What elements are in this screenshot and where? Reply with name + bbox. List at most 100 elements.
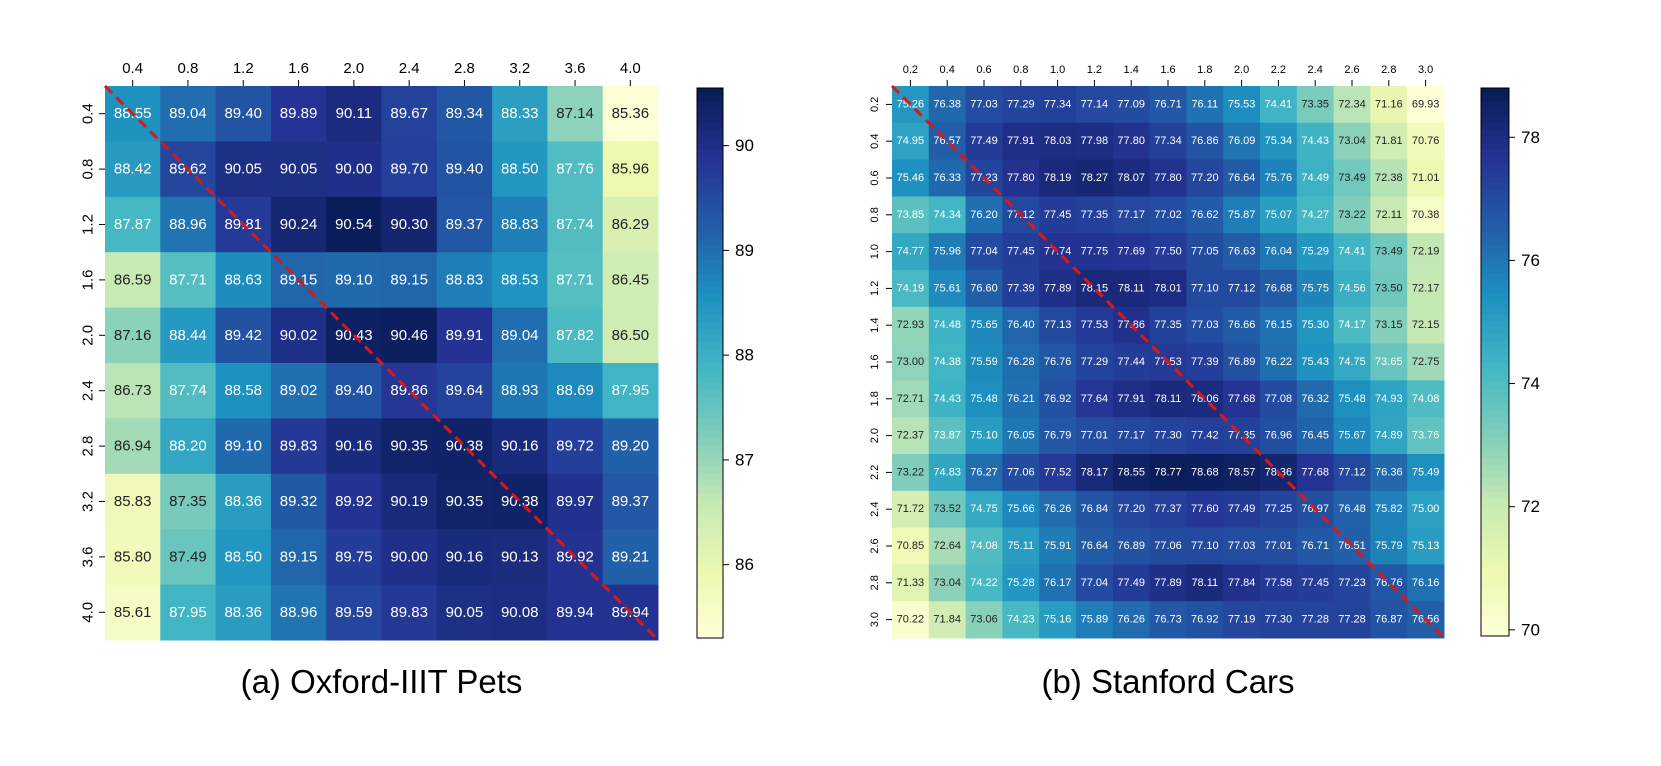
cell-value-label: 90.24 [280,216,318,233]
heatmap-cell [1076,306,1114,345]
cell-value-label: 76.27 [970,466,998,478]
heatmap-cell [547,86,604,142]
colorbar-segment [1481,252,1509,260]
heatmap-cell [160,473,217,530]
cell-value-label: 86.59 [114,271,152,288]
x-tick-label: 1.2 [233,60,254,77]
cell-value-label: 89.32 [280,493,318,510]
heatmap-cell [1370,601,1408,639]
cell-value-label: 77.52 [1044,466,1072,478]
cell-value-label: 90.05 [224,161,262,178]
cell-value-label: 78.01 [1154,282,1182,294]
heatmap-cell [892,380,930,418]
cell-value-label: 76.76 [1375,577,1403,589]
cell-value-label: 73.22 [897,466,925,478]
colorbar-segment [1481,629,1509,637]
cell-value-label: 89.34 [446,105,484,122]
cell-value-label: 74.22 [970,577,998,589]
cell-value-label: 76.33 [933,172,961,184]
diagonal-line [103,84,660,642]
y-tick-label: 1.8 [869,391,881,406]
cell-value-label: 86.94 [114,438,152,455]
heatmap-cell [1296,159,1335,197]
heatmap-cell [1223,490,1261,529]
heatmap-cell [1407,564,1445,602]
colorbar-segment [1481,430,1509,438]
colorbar-segment [697,177,723,185]
colorbar-segment [697,356,723,364]
cell-value-label: 77.05 [1191,246,1219,258]
cell-value-label: 78.27 [1081,172,1109,184]
colorbar-segment [1481,129,1509,137]
x-tick-label: 0.8 [178,60,199,77]
cell-value-label: 72.15 [1412,319,1440,331]
cell-value-label: 76.71 [1154,98,1182,110]
cell-value-label: 73.00 [897,356,925,368]
heatmap-cell [381,473,438,530]
cell-value-label: 76.21 [1007,393,1035,405]
heatmap-cell [1407,490,1445,529]
heatmap-cell [1076,417,1114,455]
heatmap-cell [965,380,1003,418]
cell-value-label: 71.81 [1375,135,1403,147]
heatmap-cell [160,529,217,586]
heatmap-cell [1333,601,1371,639]
colorbar-segment [697,493,723,502]
cell-value-label: 77.19 [1228,614,1256,626]
colorbar-tick-label: 88 [735,346,754,365]
heatmap-cell [892,159,930,197]
heatmap-cell [1407,454,1445,492]
colorbar-segment [697,328,723,337]
heatmap-cell [1333,490,1371,529]
colorbar-segment [697,404,723,412]
cell-value-label: 74.77 [897,246,925,258]
cell-value-label: 85.96 [612,161,650,178]
colorbar-segment [697,459,723,467]
cell-value-label: 76.76 [1044,356,1072,368]
heatmap-cell [965,306,1003,345]
heatmap-cell [892,454,930,492]
heatmap-cell [1370,454,1408,492]
heatmap-cell [1260,159,1298,197]
cell-value-label: 76.28 [1007,356,1035,368]
cell-value-label: 73.04 [1338,135,1366,147]
heatmap-cell [381,307,438,364]
cell-value-label: 90.13 [501,548,539,565]
cell-value-label: 78.11 [1118,282,1145,294]
colorbar-segment [697,349,723,357]
colorbar-segment [1481,115,1509,123]
heatmap-cell [928,380,967,418]
heatmap-cell [1296,122,1335,161]
y-tick-label: 3.0 [869,612,881,627]
heatmap-cell [965,454,1003,492]
heatmap-cell [1002,159,1040,197]
heatmap-cell [160,363,217,419]
cell-value-label: 77.74 [1044,246,1072,258]
heatmap-cell [1370,159,1408,197]
cell-value-label: 90.46 [390,327,428,344]
colorbar-segment [1481,601,1509,610]
heatmap-cell [1002,490,1040,529]
cell-value-label: 76.05 [1007,430,1035,442]
colorbar-segment [697,424,723,433]
cell-value-label: 76.68 [1265,282,1293,294]
heatmap-cell [1223,454,1261,492]
heatmap-cell [892,270,930,308]
heatmap-cell [105,141,161,198]
heatmap-cell [1149,564,1187,602]
cell-value-label: 76.89 [1228,356,1256,368]
cell-value-label: 77.28 [1338,614,1366,626]
heatmap-cell [1223,122,1261,161]
heatmap-panel-1: 88.5589.0489.4089.8990.1189.6789.3488.33… [80,60,754,700]
heatmap-cell [928,196,967,234]
heatmap-cell [436,473,493,530]
cell-value-label: 70.38 [1412,209,1440,221]
heatmap-cell [1039,343,1077,381]
cell-value-label: 76.96 [1265,430,1293,442]
heatmap-cell [1149,122,1187,161]
colorbar-segment [1481,183,1509,192]
heatmap-cell [1260,233,1298,271]
cell-value-label: 77.09 [1117,98,1145,110]
cell-value-label: 77.75 [1081,246,1109,258]
colorbar-segment [1481,409,1509,418]
